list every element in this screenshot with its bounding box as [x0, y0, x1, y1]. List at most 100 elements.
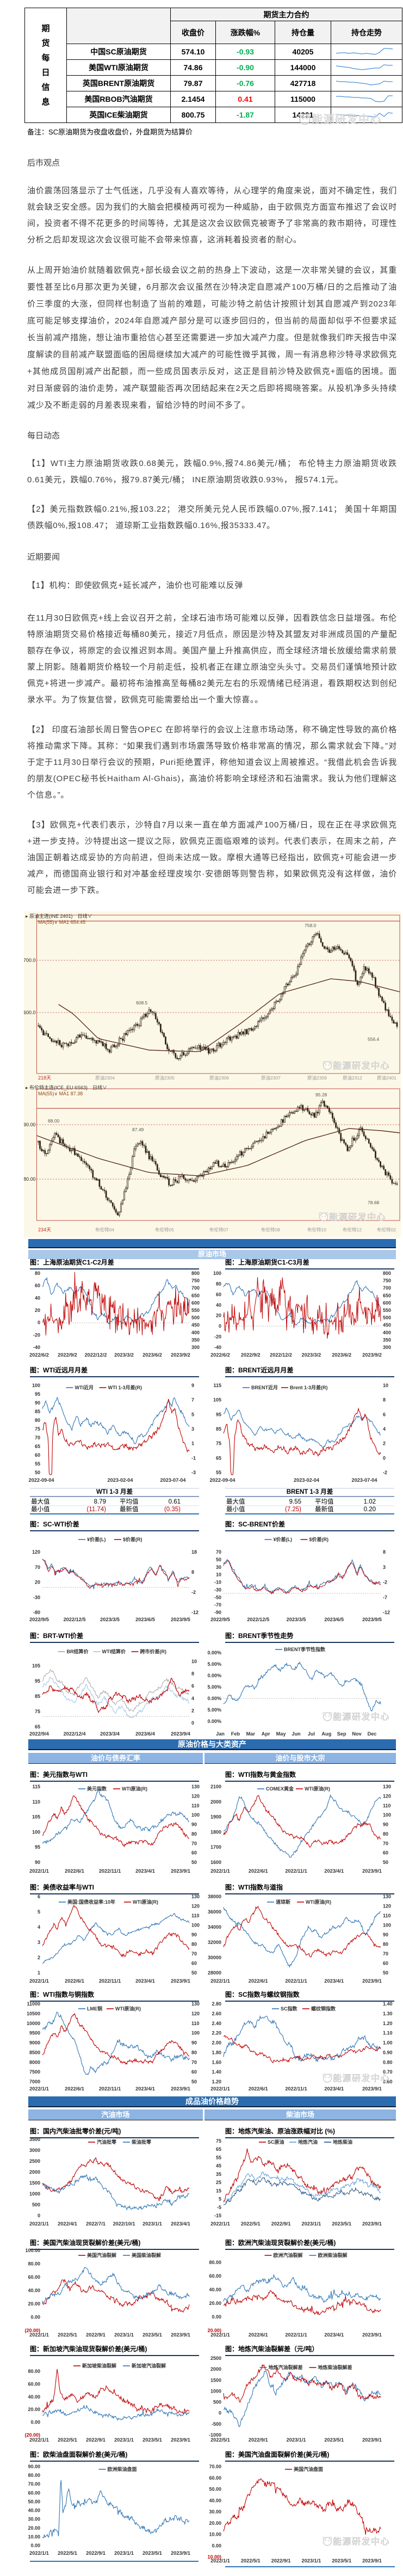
- svg-text:2023/9/5: 2023/9/5: [171, 1617, 190, 1622]
- svg-text:20: 20: [35, 1308, 40, 1313]
- svg-text:60: 60: [383, 1850, 388, 1856]
- svg-text:7: 7: [191, 1397, 194, 1403]
- svg-text:May: May: [276, 1731, 287, 1737]
- svg-text:0.00: 0.00: [30, 2315, 40, 2320]
- svg-text:75: 75: [35, 1426, 40, 1432]
- svg-text:2022/6/1: 2022/6/1: [249, 2086, 268, 2092]
- svg-text:-5.00%: -5.00%: [208, 1707, 221, 1713]
- svg-text:10: 10: [191, 1659, 197, 1664]
- svg-text:40: 40: [216, 1302, 221, 1308]
- svg-text:2023/9/1: 2023/9/1: [362, 2332, 382, 2338]
- svg-text:60: 60: [216, 1292, 221, 1297]
- svg-text:WTI 1-3 月差: WTI 1-3 月差: [96, 1488, 133, 1495]
- svg-text:2023/1/1: 2023/1/1: [302, 2221, 321, 2227]
- svg-text:4: 4: [191, 1696, 194, 1701]
- svg-text:2022/1/1: 2022/1/1: [29, 2086, 49, 2092]
- svg-text:1: 1: [38, 1970, 40, 1976]
- svg-text:50: 50: [35, 1470, 40, 1475]
- svg-text:4: 4: [383, 1426, 386, 1432]
- svg-text:(20.00): (20.00): [24, 2328, 40, 2333]
- svg-text:120: 120: [191, 2011, 200, 2016]
- svg-text:8500: 8500: [29, 2050, 40, 2055]
- svg-text:2023/9/2: 2023/9/2: [362, 1352, 382, 1358]
- svg-text:平均值: 平均值: [315, 1498, 334, 1505]
- svg-text:Jun: Jun: [292, 1731, 301, 1737]
- svg-text:0.20: 0.20: [364, 1506, 376, 1513]
- svg-text:20: 20: [35, 1580, 40, 1585]
- svg-text:450: 450: [191, 1322, 200, 1328]
- svg-text:30: 30: [216, 1565, 221, 1570]
- svg-text:20.00: 20.00: [28, 2301, 40, 2307]
- svg-text:2022/1/1: 2022/1/1: [210, 2221, 230, 2227]
- svg-text:60: 60: [191, 1850, 197, 1856]
- svg-text:(20.00): (20.00): [208, 2328, 221, 2333]
- svg-text:Dec: Dec: [368, 1731, 377, 1737]
- svg-text:8.79: 8.79: [94, 1499, 106, 1505]
- svg-text:2022/10/1: 2022/10/1: [113, 2221, 135, 2227]
- svg-text:9000: 9000: [29, 2040, 40, 2046]
- svg-text:WTI结算价: WTI结算价: [102, 1648, 126, 1654]
- svg-text:1.80: 1.80: [212, 2050, 221, 2055]
- svg-text:95: 95: [216, 1412, 221, 1417]
- svg-text:新加坡柴油裂解: 新加坡柴油裂解: [82, 2363, 116, 2369]
- svg-text:70: 70: [216, 1549, 221, 1555]
- svg-text:90: 90: [35, 1400, 40, 1406]
- svg-text:2022/1/1: 2022/1/1: [29, 1978, 49, 1984]
- svg-text:-500: -500: [212, 2421, 221, 2427]
- svg-text:600: 600: [191, 1300, 200, 1305]
- svg-text:50: 50: [191, 2079, 197, 2084]
- svg-text:10000: 10000: [27, 2021, 40, 2026]
- svg-text:70: 70: [383, 1841, 388, 1846]
- svg-text:115: 115: [32, 1784, 40, 1789]
- svg-text:600: 600: [383, 1300, 391, 1305]
- svg-text:80: 80: [35, 1418, 40, 1423]
- svg-text:1600: 1600: [210, 1860, 221, 1865]
- svg-text:2023/9/1: 2023/9/1: [362, 2437, 382, 2443]
- svg-text:2.20: 2.20: [212, 2031, 221, 2036]
- svg-text:70: 70: [191, 1951, 197, 1956]
- svg-text:7500: 7500: [29, 2069, 40, 2075]
- svg-text:2022/12/5: 2022/12/5: [64, 1617, 86, 1622]
- svg-text:100: 100: [213, 1271, 221, 1276]
- svg-text:100: 100: [191, 1923, 200, 1928]
- svg-text:50: 50: [191, 1970, 197, 1976]
- svg-text:最新值: 最新值: [315, 1505, 334, 1513]
- svg-text:1500: 1500: [210, 2377, 221, 2383]
- svg-text:2022/11/1: 2022/11/1: [285, 2086, 307, 2092]
- svg-text:布伦特07: 布伦特07: [209, 1227, 228, 1232]
- svg-text:2023-02-04: 2023-02-04: [108, 1477, 134, 1483]
- svg-text:50: 50: [383, 1860, 388, 1865]
- svg-text:2023/6/4: 2023/6/4: [135, 1731, 156, 1737]
- svg-text:-80: -80: [33, 1610, 40, 1615]
- svg-text:Mar: Mar: [246, 1731, 256, 1737]
- svg-text:30.00: 30.00: [28, 2517, 40, 2522]
- svg-text:90.00: 90.00: [24, 1122, 36, 1127]
- svg-text:8000: 8000: [29, 2059, 40, 2065]
- svg-text:BRENT季节性指数: BRENT季节性指数: [284, 1646, 326, 1652]
- svg-text:80.00: 80.00: [28, 2369, 40, 2374]
- svg-text:道琼斯: 道琼斯: [276, 1899, 290, 1905]
- svg-text:15.00%: 15.00%: [208, 1661, 221, 1667]
- svg-text:300: 300: [383, 1345, 391, 1350]
- svg-text:750: 750: [383, 1278, 391, 1284]
- svg-text:1.20: 1.20: [383, 2021, 393, 2026]
- svg-text:欧洲柴油盘面: 欧洲柴油盘面: [108, 2466, 137, 2472]
- svg-text:55: 55: [35, 1461, 40, 1467]
- svg-text:11000: 11000: [27, 2001, 40, 2007]
- svg-text:-2: -2: [383, 1470, 387, 1475]
- svg-text:2023/5/1: 2023/5/1: [332, 2221, 351, 2227]
- svg-text:8: 8: [383, 1549, 386, 1555]
- svg-text:2022/5/1: 2022/5/1: [241, 2221, 261, 2227]
- svg-text:2022/5/1: 2022/5/1: [210, 2437, 230, 2443]
- svg-text:130: 130: [191, 2001, 200, 2007]
- svg-text:-20: -20: [214, 1334, 221, 1340]
- svg-text:95: 95: [35, 1844, 40, 1850]
- svg-text:2023/4/1: 2023/4/1: [324, 2086, 344, 2092]
- svg-text:120: 120: [191, 1793, 200, 1799]
- svg-text:WTI原油(R): WTI原油(R): [133, 1899, 158, 1905]
- svg-text:130: 130: [383, 1894, 391, 1899]
- svg-text:2.80: 2.80: [212, 2001, 221, 2007]
- svg-text:(20.00): (20.00): [24, 2432, 40, 2438]
- svg-text:2022/9/2: 2022/9/2: [58, 1352, 77, 1358]
- svg-text:1.60: 1.60: [212, 2059, 221, 2065]
